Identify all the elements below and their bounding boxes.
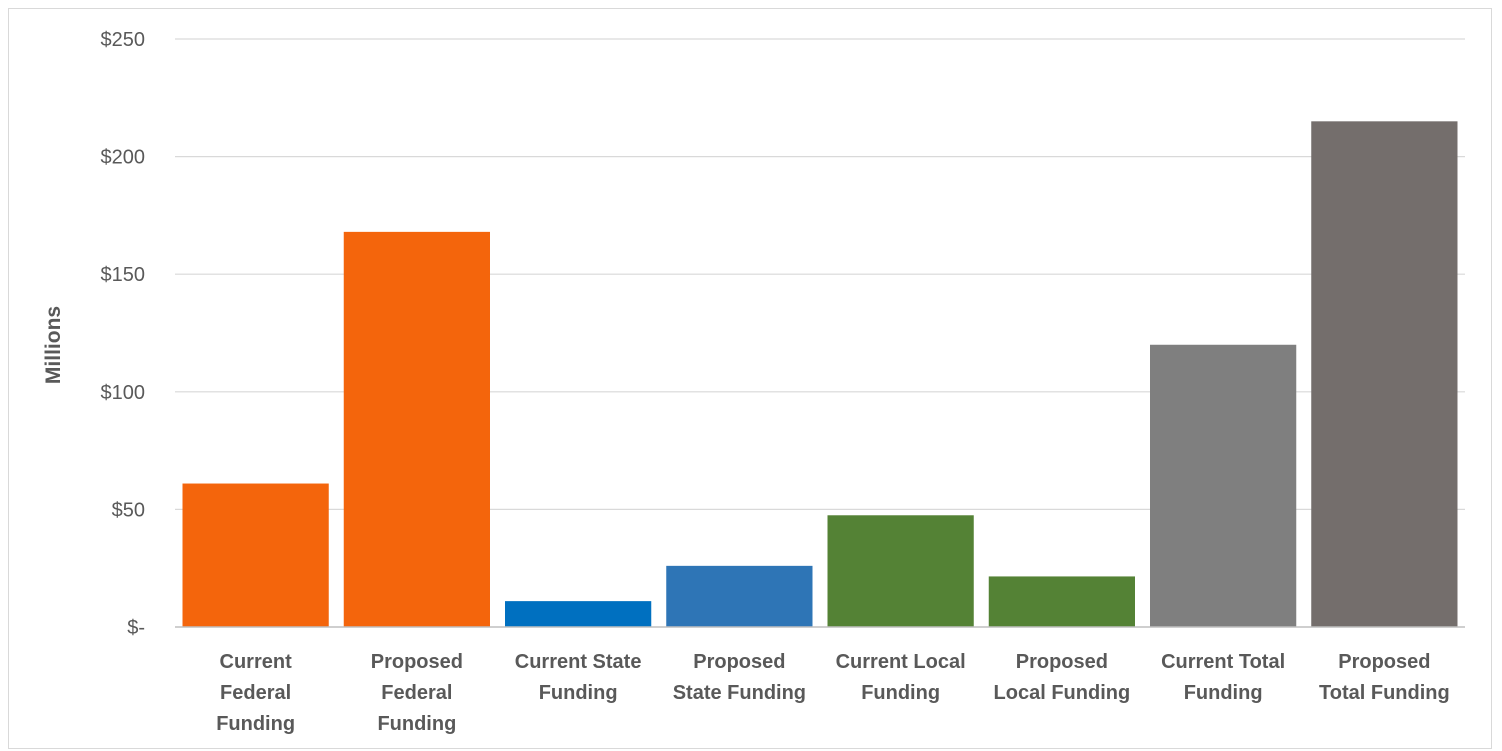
x-category-label: Proposed Total Funding	[1319, 651, 1450, 704]
x-category-label-line: Proposed	[371, 651, 463, 673]
x-category-label: Proposed Local Funding	[994, 651, 1131, 704]
x-category-label-line: Funding	[377, 713, 456, 735]
y-axis-title: Millions	[42, 306, 65, 384]
x-category-label-line: Proposed	[1016, 651, 1108, 673]
x-category-label-line: Current Local	[836, 651, 966, 673]
bar	[343, 231, 490, 627]
bar	[505, 601, 652, 627]
chart-frame: $- $50 $100 $150 $200 $250 Current Federal Fundi…	[8, 8, 1492, 749]
x-category-label-line: Funding	[861, 682, 940, 704]
x-category-label: Current Total Funding	[1161, 651, 1285, 704]
bar	[1150, 344, 1297, 627]
bar	[988, 576, 1135, 627]
x-category-label: Current Federal Funding	[216, 651, 295, 735]
x-category-label-line: Proposed	[693, 651, 785, 673]
y-tick-label: $200	[101, 147, 146, 169]
bar	[666, 565, 813, 627]
x-category-label: Proposed State Funding	[673, 651, 806, 704]
x-category-label-line: State Funding	[673, 682, 806, 704]
x-category-label-line: Proposed	[1338, 651, 1430, 673]
y-tick-label: $50	[112, 499, 145, 521]
x-category-label-line: Federal	[381, 682, 452, 704]
x-category-label-line: Current Total	[1161, 651, 1285, 673]
x-category-label-line: Local Funding	[994, 682, 1131, 704]
y-tick-label: $150	[101, 264, 146, 286]
bar	[1311, 121, 1458, 627]
x-category-label-line: Funding	[216, 713, 295, 735]
x-category-label-line: Funding	[1184, 682, 1263, 704]
bar	[827, 515, 974, 627]
x-category-label: Proposed Federal Funding	[371, 651, 463, 735]
bar	[182, 483, 329, 627]
y-tick-label: $250	[101, 29, 146, 51]
y-tick-label: $100	[101, 382, 146, 404]
x-category-label-line: Total Funding	[1319, 682, 1450, 704]
x-category-label-line: Funding	[539, 682, 618, 704]
y-tick-label: $-	[127, 617, 145, 639]
x-category-label-line: Current State	[515, 651, 642, 673]
x-category-label: Current Local Funding	[836, 651, 966, 704]
x-category-label: Current State Funding	[515, 651, 642, 704]
bar-chart: $- $50 $100 $150 $200 $250 Current Federal Fundi…	[42, 29, 1465, 735]
x-category-label-line: Current	[220, 651, 293, 673]
x-category-label-line: Federal	[220, 682, 291, 704]
